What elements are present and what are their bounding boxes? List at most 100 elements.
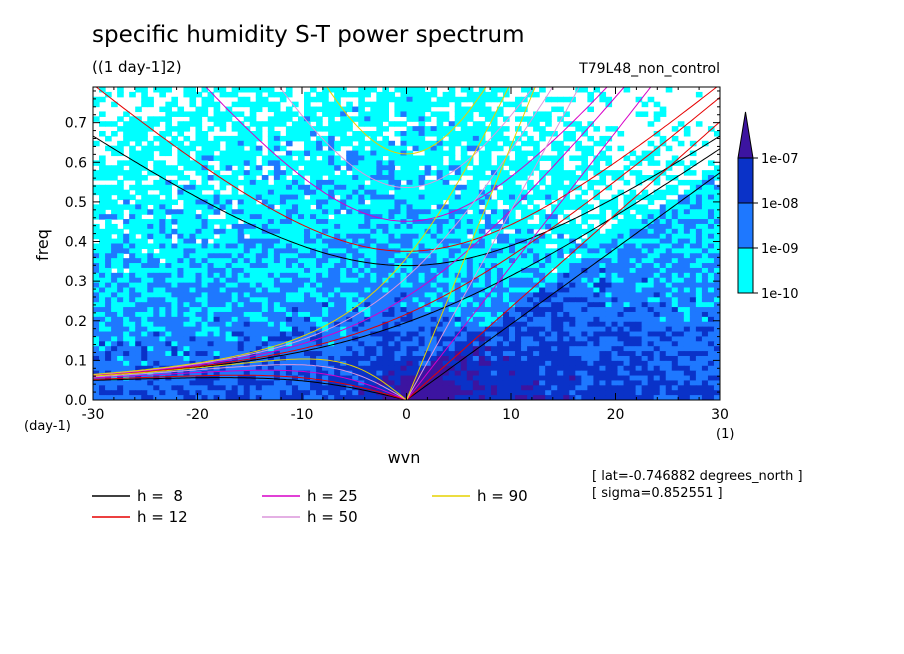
power-cell [111,365,118,372]
power-cell [279,355,287,362]
power-cell [111,184,118,191]
power-cell [135,351,142,357]
power-cell [478,248,486,254]
power-cell [207,302,215,308]
power-cell [539,135,546,142]
power-cell [533,111,540,117]
power-cell [454,131,462,137]
power-cell [135,204,142,210]
power-cell [617,297,625,303]
power-cell [484,326,492,333]
power-cell [400,96,408,103]
power-cell [153,253,160,259]
power-cell [195,91,203,98]
power-cell [545,184,552,191]
power-cell [575,258,582,264]
power-cell [352,355,359,362]
power-cell [279,307,287,313]
power-cell [279,184,287,191]
power-cell [515,331,522,338]
power-cell [153,160,160,166]
power-cell [117,297,124,303]
power-cell [424,238,432,245]
power-cell [285,307,293,313]
power-cell [653,292,661,298]
power-cell [689,292,697,298]
power-cell [575,351,582,357]
power-cell [117,346,124,352]
power-cell [273,194,281,201]
power-cell [527,331,534,338]
power-cell [629,263,637,269]
power-cell [153,277,160,284]
power-cell [141,321,148,328]
power-cell [436,150,444,157]
power-cell [237,370,245,377]
power-cell [105,311,112,318]
power-cell [677,331,685,338]
power-cell [322,204,329,210]
power-cell [147,365,154,372]
power-cell [478,155,486,161]
power-cell [665,277,673,284]
power-cell [201,302,209,308]
power-cell [273,160,281,166]
power-cell [99,331,106,338]
power-cell [382,228,390,235]
power-cell [653,116,661,122]
power-cell [635,111,643,117]
power-cell [279,121,287,127]
power-cell [310,321,317,328]
power-cell [237,214,245,220]
power-cell [255,282,263,289]
power-cell [225,370,233,377]
power-cell [304,101,311,108]
power-cell [442,351,450,357]
power-cell [695,219,703,225]
power-cell [454,346,462,352]
power-cell [436,184,444,191]
power-cell [346,106,353,113]
power-cell [382,336,390,342]
power-cell [689,248,697,254]
power-cell [249,321,257,328]
power-cell [111,238,118,245]
power-cell [617,258,625,264]
power-cell [460,248,468,254]
power-cell [508,248,516,254]
power-cell [340,321,347,328]
power-cell [653,360,661,367]
power-cell [364,140,371,147]
power-cell [195,331,203,338]
power-cell [340,302,347,308]
power-cell [587,263,594,269]
power-cell [466,311,474,318]
power-cell [123,311,130,318]
power-cell [352,316,359,323]
power-cell [496,238,504,245]
power-cell [129,253,136,259]
power-cell [400,282,408,289]
power-cell [231,248,239,254]
power-cell [587,321,594,328]
power-cell [370,243,377,249]
power-cell [388,351,396,357]
power-cell [382,263,390,269]
power-cell [442,140,450,147]
power-cell [141,135,148,142]
power-cell [141,351,148,357]
power-cell [424,243,432,249]
power-cell [225,111,233,117]
power-cell [502,331,510,338]
power-cell [129,316,136,323]
power-cell [261,341,269,347]
power-cell [448,175,456,181]
power-cell [581,326,588,333]
power-cell [340,199,347,205]
power-cell [310,194,317,201]
power-cell [587,243,594,249]
power-cell [448,316,456,323]
power-cell [183,277,191,284]
power-cell [545,341,552,347]
power-cell [490,351,498,357]
